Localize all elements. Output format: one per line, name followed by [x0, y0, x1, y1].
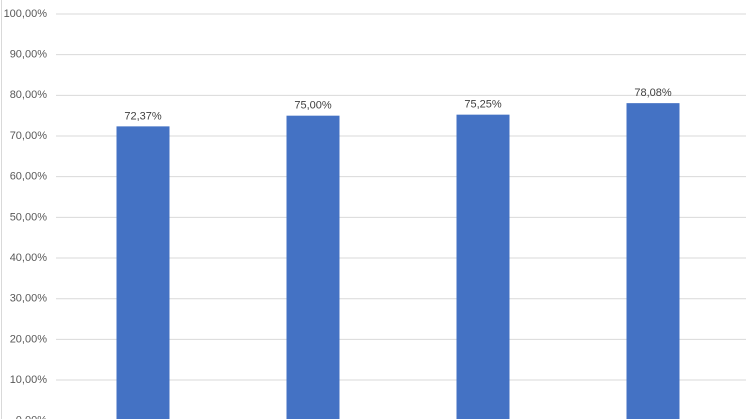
y-tick-label: 60,00%	[10, 171, 48, 183]
y-tick-label: 50,00%	[10, 211, 48, 223]
bar	[456, 114, 510, 419]
data-label: 78,08%	[634, 87, 672, 99]
data-label: 72,37%	[124, 110, 162, 122]
bar	[626, 103, 680, 419]
bar	[286, 115, 340, 419]
data-label: 75,25%	[464, 99, 502, 111]
y-tick-label: 70,00%	[10, 130, 48, 142]
data-label: 75,00%	[294, 100, 332, 112]
y-tick-label: 10,00%	[10, 374, 48, 386]
bar	[116, 126, 170, 419]
y-tick-label: 90,00%	[10, 49, 48, 61]
y-tick-label: 40,00%	[10, 252, 48, 264]
y-tick-label: 30,00%	[10, 293, 48, 305]
y-tick-label: 0,00%	[16, 415, 47, 419]
y-tick-label: 20,00%	[10, 333, 48, 345]
y-tick-label: 80,00%	[10, 89, 48, 101]
y-tick-label: 100,00%	[4, 8, 48, 20]
